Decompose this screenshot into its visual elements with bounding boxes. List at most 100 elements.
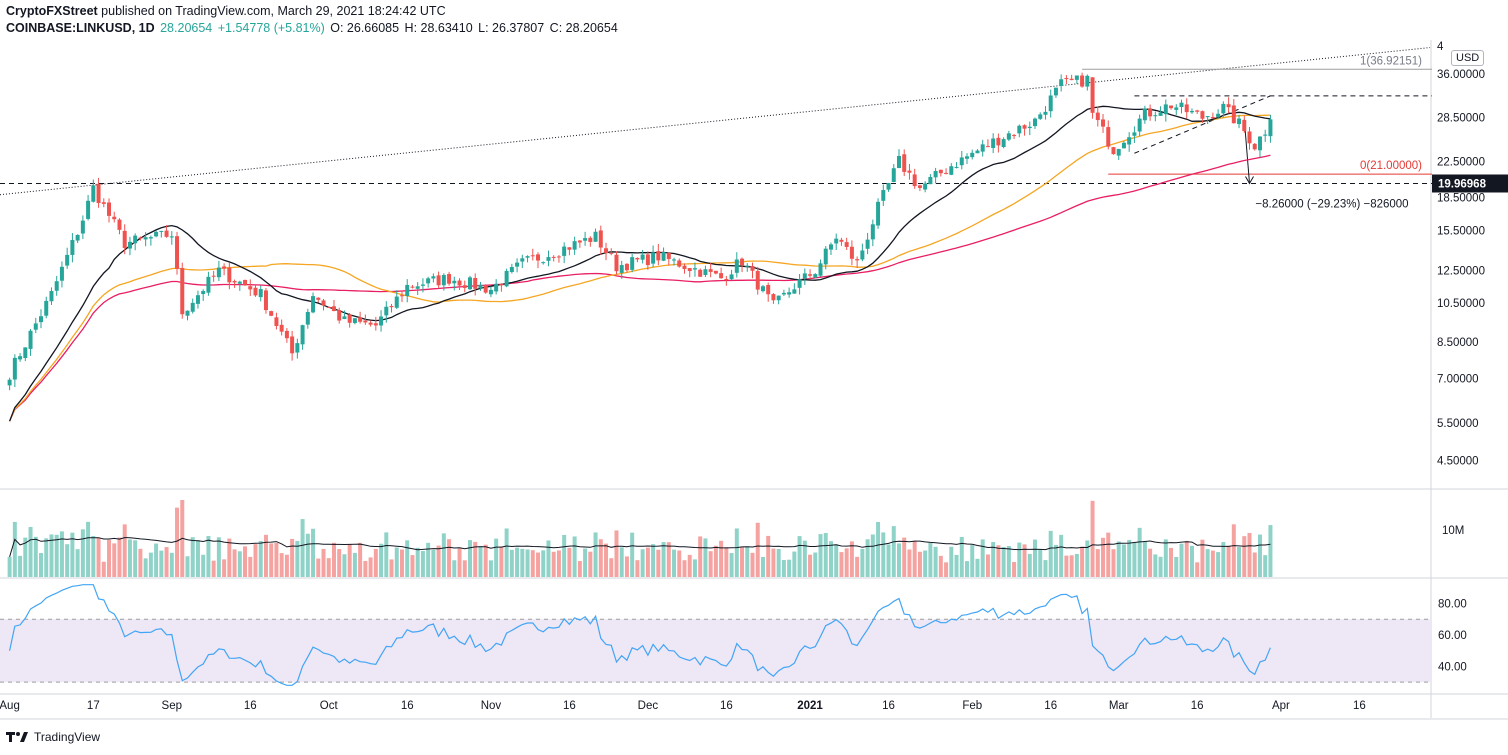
- candle-body[interactable]: [577, 240, 582, 243]
- candle-body[interactable]: [692, 268, 697, 270]
- volume-bar[interactable]: [823, 533, 828, 577]
- volume-bar[interactable]: [938, 555, 943, 577]
- candle-body[interactable]: [1237, 118, 1242, 125]
- candle-body[interactable]: [499, 283, 504, 286]
- candle-body[interactable]: [133, 235, 138, 244]
- candle-body[interactable]: [195, 295, 200, 304]
- candle-body[interactable]: [797, 279, 802, 288]
- candle-body[interactable]: [719, 273, 724, 279]
- candle-body[interactable]: [823, 248, 828, 265]
- candle-body[interactable]: [284, 330, 289, 339]
- candle-body[interactable]: [1095, 112, 1100, 121]
- volume-bar[interactable]: [1174, 556, 1179, 577]
- volume-bar[interactable]: [23, 537, 28, 577]
- volume-bar[interactable]: [661, 542, 666, 577]
- volume-bar[interactable]: [420, 551, 425, 577]
- candle-body[interactable]: [274, 317, 279, 326]
- candle-body[interactable]: [389, 306, 394, 308]
- candle-body[interactable]: [311, 296, 316, 313]
- volume-bar[interactable]: [342, 554, 347, 577]
- candle-body[interactable]: [86, 200, 91, 219]
- candle-body[interactable]: [473, 278, 478, 289]
- candle-body[interactable]: [33, 323, 38, 330]
- candle-body[interactable]: [1127, 137, 1132, 145]
- volume-bar[interactable]: [321, 548, 326, 577]
- currency-badge[interactable]: USD: [1451, 50, 1485, 66]
- candle-body[interactable]: [1142, 108, 1147, 121]
- candle-body[interactable]: [1090, 77, 1095, 113]
- publisher-name[interactable]: CryptoFXStreet: [6, 4, 98, 18]
- candle-body[interactable]: [745, 265, 750, 267]
- volume-bar[interactable]: [677, 550, 682, 577]
- volume-bar[interactable]: [1090, 500, 1095, 577]
- volume-bar[interactable]: [551, 551, 556, 577]
- volume-bar[interactable]: [1257, 534, 1262, 577]
- volume-bar[interactable]: [243, 546, 248, 577]
- volume-bar[interactable]: [263, 534, 268, 577]
- candle-body[interactable]: [923, 183, 928, 190]
- candle-body[interactable]: [59, 266, 64, 281]
- candle-body[interactable]: [49, 291, 54, 302]
- candle-body[interactable]: [441, 275, 446, 286]
- volume-bar[interactable]: [619, 547, 624, 577]
- volume-bar[interactable]: [1237, 547, 1242, 577]
- candle-body[interactable]: [169, 236, 174, 238]
- candle-body[interactable]: [630, 257, 635, 270]
- candle-body[interactable]: [399, 295, 404, 297]
- volume-bar[interactable]: [876, 521, 881, 577]
- candle-body[interactable]: [525, 256, 530, 258]
- volume-bar[interactable]: [284, 554, 289, 577]
- candle-body[interactable]: [551, 256, 556, 258]
- volume-bar[interactable]: [28, 526, 33, 577]
- volume-bar[interactable]: [1033, 539, 1038, 577]
- volume-bar[interactable]: [206, 535, 211, 577]
- volume-bar[interactable]: [1247, 532, 1252, 577]
- volume-bar[interactable]: [211, 560, 216, 577]
- volume-bar[interactable]: [1242, 536, 1247, 577]
- volume-bar[interactable]: [253, 544, 258, 577]
- volume-bar[interactable]: [1221, 542, 1226, 577]
- candle-body[interactable]: [75, 234, 80, 241]
- volume-bar[interactable]: [431, 549, 436, 577]
- volume-bar[interactable]: [713, 545, 718, 577]
- candle-body[interactable]: [661, 252, 666, 261]
- volume-bar[interactable]: [347, 543, 352, 577]
- volume-bar[interactable]: [1163, 539, 1168, 577]
- volume-bar[interactable]: [1195, 562, 1200, 577]
- candle-body[interactable]: [970, 152, 975, 158]
- volume-bar[interactable]: [891, 526, 896, 577]
- volume-bar[interactable]: [734, 528, 739, 577]
- volume-bar[interactable]: [604, 543, 609, 577]
- volume-bar[interactable]: [399, 549, 404, 577]
- volume-bar[interactable]: [195, 540, 200, 577]
- volume-bar[interactable]: [1179, 543, 1184, 577]
- volume-bar[interactable]: [808, 554, 813, 577]
- candle-body[interactable]: [687, 268, 692, 272]
- candle-body[interactable]: [504, 270, 509, 287]
- candle-body[interactable]: [28, 330, 33, 349]
- volume-bar[interactable]: [447, 539, 452, 577]
- candle-body[interactable]: [917, 185, 922, 188]
- volume-bar[interactable]: [886, 544, 891, 577]
- volume-bar[interactable]: [745, 546, 750, 577]
- candle-body[interactable]: [1195, 110, 1200, 112]
- candle-body[interactable]: [640, 254, 645, 260]
- volume-bar[interactable]: [687, 554, 692, 577]
- candle-body[interactable]: [912, 174, 917, 187]
- volume-bar[interactable]: [572, 536, 577, 577]
- candle-body[interactable]: [776, 295, 781, 301]
- volume-bar[interactable]: [959, 536, 964, 577]
- candle-body[interactable]: [117, 219, 122, 230]
- volume-bar[interactable]: [828, 541, 833, 577]
- volume-bar[interactable]: [80, 529, 85, 577]
- volume-bar[interactable]: [1137, 527, 1142, 577]
- volume-bar[interactable]: [201, 554, 206, 577]
- volume-bar[interactable]: [373, 548, 378, 577]
- volume-bar[interactable]: [766, 535, 771, 577]
- candle-body[interactable]: [509, 267, 514, 273]
- volume-bar[interactable]: [70, 532, 75, 577]
- candle-body[interactable]: [462, 285, 467, 288]
- volume-bar[interactable]: [902, 537, 907, 577]
- volume-bar[interactable]: [1142, 541, 1147, 577]
- volume-bar[interactable]: [598, 539, 603, 577]
